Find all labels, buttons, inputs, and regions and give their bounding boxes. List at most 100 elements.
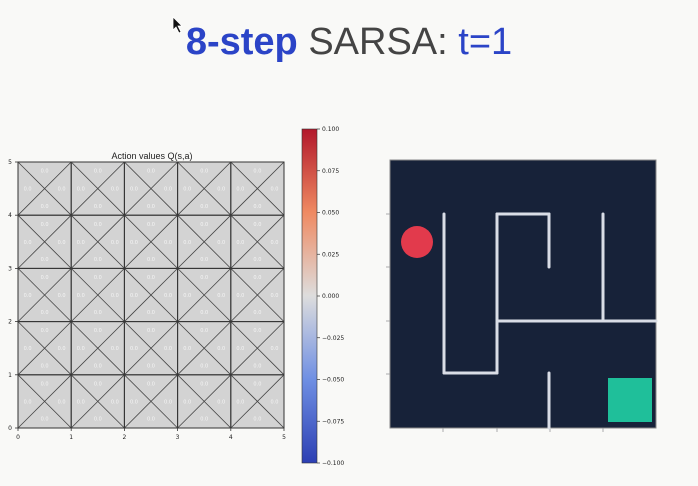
cell-diagonal [177, 268, 232, 322]
q-value-label: 0.0 [94, 204, 102, 210]
q-value-label: 0.0 [147, 417, 155, 423]
q-value-label: 0.0 [217, 399, 225, 405]
x-tick-label: 5 [282, 434, 286, 441]
q-value-label: 0.0 [253, 381, 261, 387]
grid-cell [230, 374, 285, 429]
q-value-label: 0.0 [253, 257, 261, 263]
cell-diagonal [230, 321, 285, 376]
q-value-label: 0.0 [130, 187, 138, 193]
cell-diagonal [177, 374, 232, 429]
q-value-label: 0.0 [94, 381, 102, 387]
colorbar-tick-label: −0.075 [322, 418, 344, 425]
colorbar-tick-label: −0.100 [322, 460, 344, 467]
colorbar-tick-label: −0.025 [322, 335, 344, 342]
q-value-label: 0.0 [94, 328, 102, 334]
q-value-label: 0.0 [183, 399, 191, 405]
q-value-label: 0.0 [200, 381, 208, 387]
cell-diagonal [70, 321, 125, 376]
q-value-label: 0.0 [253, 417, 261, 423]
cell-diagonal [230, 161, 285, 216]
q-value-label: 0.0 [41, 222, 49, 228]
cell-diagonal [70, 161, 125, 216]
q-value-label: 0.0 [183, 187, 191, 193]
cell-diagonal [17, 321, 72, 376]
q-value-label: 0.0 [147, 257, 155, 263]
title-algorithm: SARSA: [308, 21, 448, 63]
cell-diagonal [70, 374, 125, 429]
q-value-label: 0.0 [164, 399, 172, 405]
cell-diagonal [124, 161, 178, 216]
q-value-label: 0.0 [147, 381, 155, 387]
q-value-label: 0.0 [183, 293, 191, 299]
q-value-label: 0.0 [24, 240, 32, 246]
q-value-label: 0.0 [111, 399, 119, 405]
q-value-label: 0.0 [147, 169, 155, 175]
maze-environment [386, 159, 658, 432]
q-value-label: 0.0 [24, 293, 32, 299]
cell-diagonal [124, 374, 178, 429]
q-value-label: 0.0 [58, 240, 66, 246]
q-value-label: 0.0 [270, 293, 278, 299]
q-value-label: 0.0 [253, 275, 261, 281]
colorbar-tick-label: −0.050 [322, 377, 344, 384]
cell-diagonal [177, 321, 232, 376]
q-value-label: 0.0 [94, 169, 102, 175]
goal-marker [608, 378, 652, 422]
q-value-label: 0.0 [24, 346, 32, 352]
colorbar-tick-label: 0.025 [322, 251, 339, 258]
chart-title: Action values Q(s,a) [111, 151, 193, 161]
cell-diagonal [177, 161, 232, 216]
q-value-label: 0.0 [94, 310, 102, 316]
q-value-label: 0.0 [253, 169, 261, 175]
q-value-label: 0.0 [94, 222, 102, 228]
x-tick-label: 4 [229, 434, 233, 441]
q-value-label: 0.0 [183, 240, 191, 246]
q-value-label: 0.0 [183, 346, 191, 352]
q-value-label: 0.0 [147, 310, 155, 316]
title-step: 8-step [185, 21, 298, 63]
q-value-label: 0.0 [164, 293, 172, 299]
q-value-label: 0.0 [111, 346, 119, 352]
agent-marker [401, 226, 433, 258]
q-value-label: 0.0 [111, 187, 119, 193]
q-value-label: 0.0 [147, 363, 155, 369]
q-value-label: 0.0 [253, 328, 261, 334]
colorbar-tick-label: 0.100 [322, 126, 339, 133]
q-value-label: 0.0 [77, 346, 85, 352]
q-value-label: 0.0 [77, 187, 85, 193]
q-value-label: 0.0 [147, 275, 155, 281]
q-value-label: 0.0 [94, 275, 102, 281]
q-value-label: 0.0 [236, 240, 244, 246]
q-value-label: 0.0 [147, 328, 155, 334]
q-value-label: 0.0 [24, 399, 32, 405]
q-value-label: 0.0 [41, 169, 49, 175]
q-value-label: 0.0 [130, 346, 138, 352]
q-value-label: 0.0 [58, 346, 66, 352]
q-value-label: 0.0 [77, 293, 85, 299]
q-value-label: 0.0 [253, 222, 261, 228]
title-time: t=1 [458, 21, 513, 63]
mouse-cursor-icon [172, 16, 183, 34]
cell-diagonal [230, 214, 285, 269]
q-value-label: 0.0 [58, 399, 66, 405]
x-tick-label: 0 [16, 434, 20, 441]
q-value-label: 0.0 [94, 257, 102, 263]
q-value-label: 0.0 [41, 417, 49, 423]
y-tick-label: 2 [8, 319, 12, 326]
q-value-label: 0.0 [77, 399, 85, 405]
q-value-label: 0.0 [236, 187, 244, 193]
cell-diagonal [124, 214, 178, 269]
y-tick-label: 3 [8, 265, 12, 272]
q-value-label: 0.0 [200, 222, 208, 228]
q-value-label: 0.0 [217, 346, 225, 352]
q-value-label: 0.0 [270, 346, 278, 352]
cell-diagonal [177, 214, 232, 269]
cell-diagonal [70, 268, 125, 322]
q-value-label: 0.0 [217, 187, 225, 193]
q-value-label: 0.0 [270, 240, 278, 246]
q-value-label: 0.0 [164, 240, 172, 246]
cell-diagonal [230, 268, 285, 322]
maze-walls [442, 212, 658, 430]
q-value-label: 0.0 [200, 417, 208, 423]
cell-diagonal [17, 214, 72, 269]
